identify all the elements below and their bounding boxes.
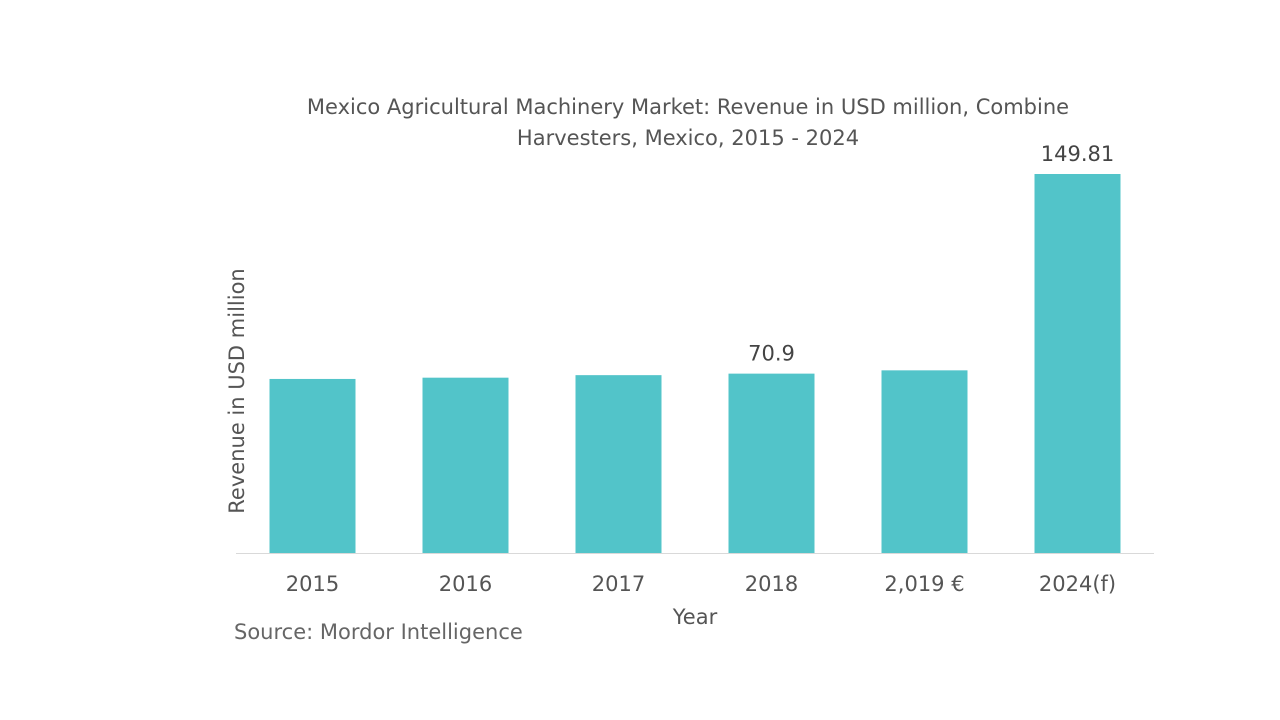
bar-4 (881, 370, 968, 553)
x-tick-label-3: 2018 (745, 572, 798, 596)
bar-0 (269, 378, 356, 553)
bar-2 (575, 375, 662, 553)
data-label-5: 149.81 (1041, 142, 1114, 166)
x-axis-title: Year (672, 605, 718, 629)
data-label-3: 70.9 (748, 342, 795, 366)
bar-1 (422, 377, 509, 553)
x-tick-label-2: 2017 (592, 572, 645, 596)
y-axis-title: Revenue in USD million (225, 268, 249, 513)
chart-title: Mexico Agricultural Machinery Market: Re… (306, 95, 1070, 150)
bar-5 (1034, 174, 1121, 553)
source-note: Source: Mordor Intelligence (234, 620, 523, 644)
x-tick-label-1: 2016 (439, 572, 492, 596)
x-tick-label-0: 2015 (286, 572, 339, 596)
x-tick-label-4: 2,019 € (884, 572, 964, 596)
x-tick-label-5: 2024(f) (1039, 572, 1116, 596)
bar-3 (728, 373, 815, 553)
